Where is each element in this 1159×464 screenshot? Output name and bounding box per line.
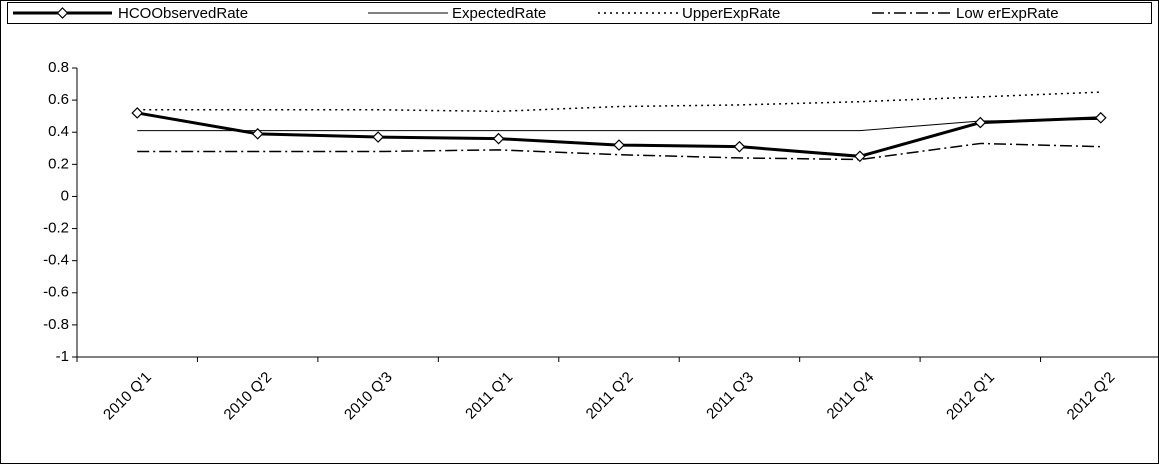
legend-label: Low erExpRate (956, 5, 1059, 22)
y-tick-label: 0 (61, 187, 69, 204)
y-tick-label: 0.6 (48, 91, 69, 108)
series (131, 107, 1107, 163)
legend-item: UpperExpRate (598, 5, 780, 22)
y-tick-label: -0.2 (43, 220, 69, 237)
legend-label: UpperExpRate (682, 5, 780, 22)
marker (372, 131, 384, 143)
y-tick-label: 0.4 (48, 123, 69, 140)
series-line (137, 91, 1101, 113)
legend-item: HCOObservedRate (13, 5, 248, 22)
marker (854, 150, 866, 163)
marker (974, 116, 987, 129)
marker (1094, 111, 1107, 124)
legend-label: ExpectedRate (452, 5, 546, 22)
series (137, 142, 1101, 161)
marker (733, 140, 746, 153)
marker (613, 139, 625, 151)
series (137, 118, 1101, 132)
legend-label: HCOObservedRate (118, 5, 248, 22)
y-tick-label: -0.6 (43, 284, 69, 301)
series-line (137, 142, 1101, 161)
y-tick-label: -0.8 (43, 316, 69, 333)
y-tick-label: 0.2 (48, 155, 69, 172)
y-tick-label: -1 (56, 348, 69, 365)
marker (251, 127, 264, 140)
marker (492, 132, 505, 145)
legend-item: Low erExpRate (872, 5, 1059, 22)
legend-item: ExpectedRate (368, 5, 546, 22)
y-tick-label: 0.8 (48, 59, 69, 76)
y-tick-label: -0.4 (43, 252, 69, 269)
series-line (137, 118, 1101, 132)
legend-marker (56, 7, 69, 19)
series (137, 91, 1101, 113)
marker (131, 107, 144, 119)
legend-box (7, 2, 1152, 24)
